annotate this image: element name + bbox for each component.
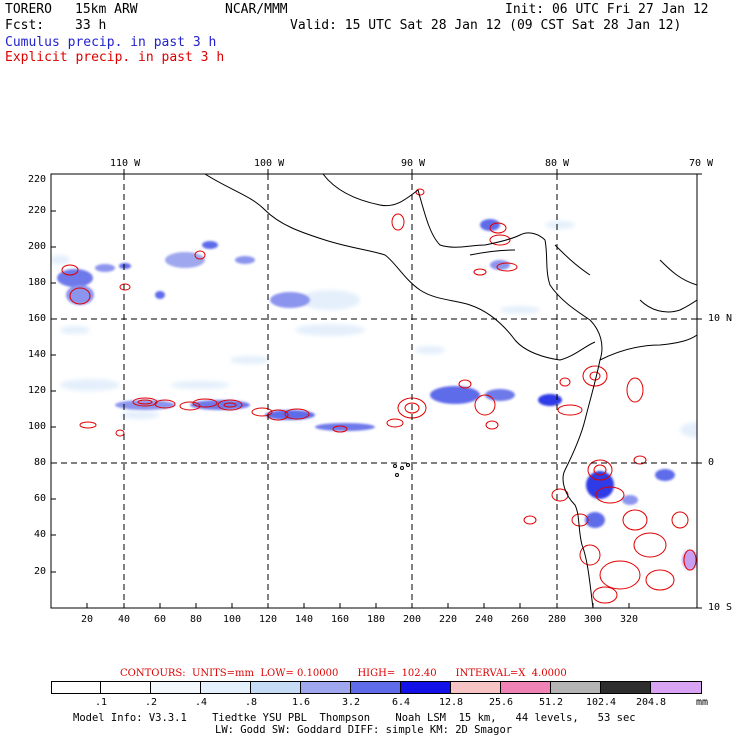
model-info-physics: LW: Godd SW: Goddard DIFF: simple KM: 2D… <box>215 724 513 736</box>
lat-label-10n: 10 N <box>708 313 733 324</box>
x-tick-label: 100 <box>223 614 242 625</box>
x-tick-label: 200 <box>403 614 422 625</box>
colorbar-label: .8 <box>244 697 258 708</box>
colorbar-swatch <box>51 681 101 694</box>
field-explicit-title: Explicit precip. in past 3 h <box>5 50 225 65</box>
lon-label-80w: 80 W <box>545 158 570 169</box>
colorbar-label: 6.4 <box>391 697 411 708</box>
colorbar-label: 204.8 <box>635 697 667 708</box>
colorbar-swatch <box>600 681 651 694</box>
colorbar-swatch <box>100 681 151 694</box>
colorbar-swatch <box>400 681 451 694</box>
colorbar-label: 1.6 <box>291 697 311 708</box>
colorbar-swatch <box>550 681 601 694</box>
colorbar-swatch <box>300 681 351 694</box>
x-tick-label: 60 <box>154 614 167 625</box>
valid-time: Valid: 15 UTC Sat 28 Jan 12 (09 CST Sat … <box>290 18 682 33</box>
colorbar-swatch <box>500 681 551 694</box>
y-tick-label: 160 <box>28 313 47 324</box>
y-tick-label: 100 <box>28 421 47 432</box>
cumulus-precip-shading <box>57 219 697 570</box>
x-tick-label: 120 <box>259 614 278 625</box>
field-cumulus-title: Cumulus precip. in past 3 h <box>5 35 217 50</box>
lon-label-110w: 110 W <box>110 158 141 169</box>
x-tick-label: 80 <box>190 614 203 625</box>
colorbar-label: .1 <box>94 697 108 708</box>
light-precip-shading <box>51 221 697 438</box>
lat-lon-grid <box>51 174 697 608</box>
organization: NCAR/MMM <box>225 2 288 17</box>
x-tick-label: 240 <box>475 614 494 625</box>
x-tick-label: 140 <box>295 614 314 625</box>
colorbar-label: 51.2 <box>538 697 564 708</box>
y-tick-label: 140 <box>28 349 47 360</box>
model-name: TORERO <box>5 2 52 17</box>
colorbar-swatch <box>350 681 401 694</box>
x-tick-label: 300 <box>584 614 603 625</box>
lon-label-100w: 100 W <box>254 158 285 169</box>
y-tick-label: 60 <box>34 493 47 504</box>
colorbar-swatch <box>650 681 702 694</box>
x-tick-label: 280 <box>548 614 567 625</box>
colorbar-swatch <box>250 681 301 694</box>
x-tick-label: 220 <box>439 614 458 625</box>
colorbar-label: .2 <box>144 697 158 708</box>
forecast-hour: 33 h <box>75 18 107 33</box>
colorbar-label: .4 <box>194 697 208 708</box>
colorbar-label: 25.6 <box>488 697 514 708</box>
x-tick-label: 260 <box>511 614 530 625</box>
model-resolution: 15km ARW <box>75 2 138 17</box>
colorbar-label: 12.8 <box>438 697 464 708</box>
y-tick-label: 200 <box>28 241 47 252</box>
y-tick-label: 20 <box>34 566 47 577</box>
x-tick-label: 40 <box>118 614 131 625</box>
lon-label-90w: 90 W <box>401 158 426 169</box>
y-tick-label: 80 <box>34 457 47 468</box>
x-tick-label: 160 <box>331 614 350 625</box>
y-tick-label: 40 <box>34 529 47 540</box>
colorbar-swatch <box>450 681 501 694</box>
y-tick-label: 120 <box>28 385 47 396</box>
x-tick-label: 320 <box>620 614 639 625</box>
contours-info: CONTOURS: UNITS=mm LOW= 0.10000 HIGH= 10… <box>120 668 567 679</box>
model-info: Model Info: V3.3.1 Tiedtke YSU PBL Thomp… <box>73 712 636 724</box>
explicit-precip-contours <box>61 188 697 604</box>
axis-ticks <box>51 169 702 609</box>
x-tick-label: 20 <box>81 614 94 625</box>
coastlines <box>204 174 697 608</box>
y-tick-label: 220 <box>28 174 47 185</box>
lat-label-10s: 10 S <box>708 602 733 613</box>
colorbar-swatch <box>150 681 201 694</box>
forecast-label: Fcst: <box>5 18 45 33</box>
y-tick-label: 220 <box>28 205 47 216</box>
x-tick-label: 180 <box>367 614 386 625</box>
lat-label-0: 0 <box>708 457 715 468</box>
init-time: Init: 06 UTC Fri 27 Jan 12 <box>505 2 709 17</box>
plot-frame <box>50 173 698 609</box>
y-tick-label: 180 <box>28 277 47 288</box>
lon-label-70w: 70 W <box>689 158 714 169</box>
colorbar-unit: mm <box>696 697 709 708</box>
colorbar-swatch <box>200 681 251 694</box>
colorbar-label: 102.4 <box>585 697 617 708</box>
colorbar-label: 3.2 <box>341 697 361 708</box>
